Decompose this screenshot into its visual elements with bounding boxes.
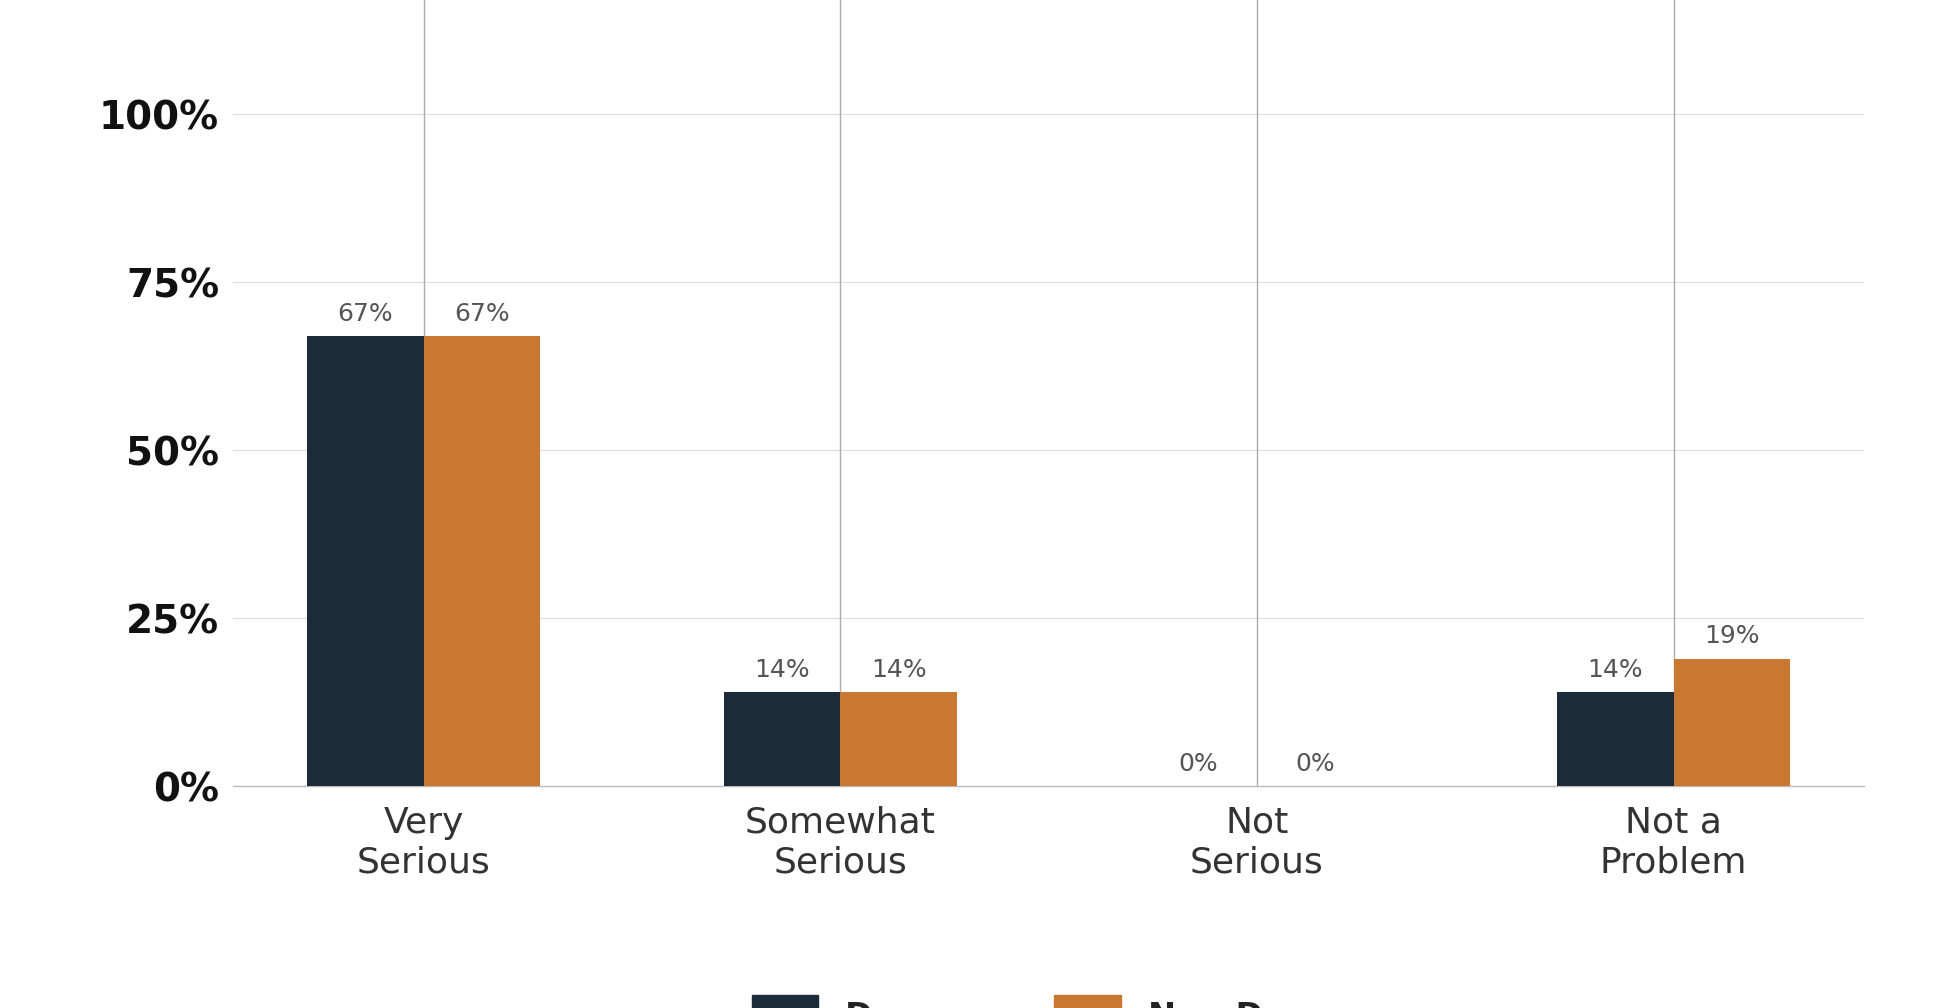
Text: 14%: 14%	[1587, 658, 1643, 682]
Text: 19%: 19%	[1703, 625, 1759, 648]
Text: 14%: 14%	[870, 658, 926, 682]
Bar	[724, 692, 841, 786]
Text: 0%: 0%	[1295, 752, 1334, 776]
Bar	[423, 336, 540, 786]
Legend: Doers, Non-Doers: Doers, Non-Doers	[752, 995, 1346, 1008]
Bar	[1674, 658, 1791, 786]
Text: 14%: 14%	[753, 658, 810, 682]
Bar	[307, 336, 423, 786]
Bar	[841, 692, 957, 786]
Text: 0%: 0%	[1179, 752, 1218, 776]
Bar	[1557, 692, 1674, 786]
Text: 67%: 67%	[338, 302, 394, 326]
Text: 67%: 67%	[454, 302, 511, 326]
